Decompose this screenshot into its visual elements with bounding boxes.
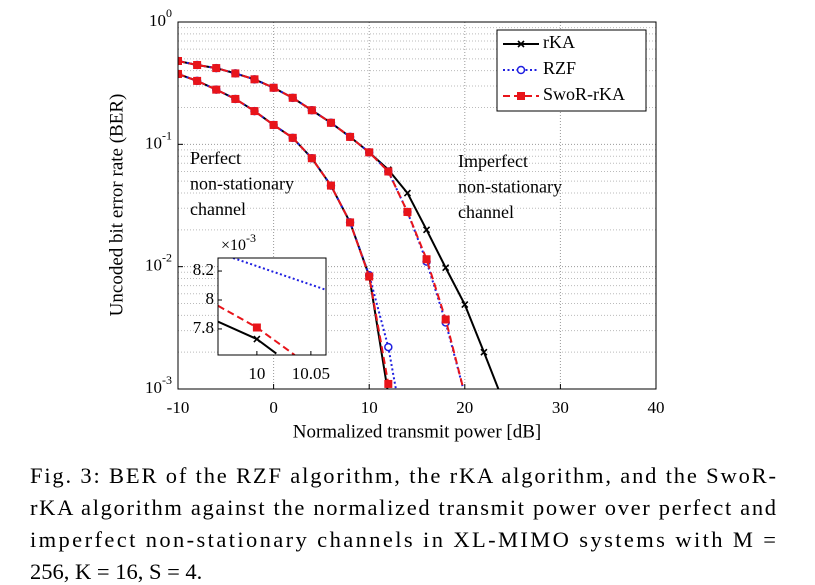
y-tick-exponent: -3 xyxy=(162,373,172,387)
caption-line: 256, K = 16, S = 4. xyxy=(30,559,202,584)
marker xyxy=(403,189,412,197)
y-tick-exponent: 0 xyxy=(166,6,172,20)
marker xyxy=(461,301,469,309)
y-axis-label: Uncoded bit error rate (BER) xyxy=(106,94,127,317)
marker xyxy=(307,106,316,115)
marker xyxy=(442,264,450,272)
marker xyxy=(365,148,374,157)
y-tick-base: 10 xyxy=(145,256,162,275)
legend-label: RZF xyxy=(543,58,576,78)
y-tick-label: 10-3 xyxy=(145,373,172,397)
caption-line: Fig. 3: BER of the RZF algorithm, the rK… xyxy=(30,463,776,488)
marker xyxy=(480,348,488,356)
marker xyxy=(307,154,316,163)
annotation: channel xyxy=(190,199,246,219)
marker xyxy=(422,226,431,234)
inset-line xyxy=(232,258,326,291)
y-tick-label: 10-2 xyxy=(145,250,172,274)
inset-multiplier: ×10-3 xyxy=(221,231,256,254)
marker xyxy=(231,94,240,103)
marker xyxy=(193,76,202,85)
marker xyxy=(384,167,393,176)
marker xyxy=(178,69,182,78)
annotation: non-stationary xyxy=(458,177,562,197)
marker xyxy=(269,120,278,129)
legend-label: SwoR-rKA xyxy=(543,84,625,104)
y-tick-label: 10-1 xyxy=(145,128,172,152)
marker xyxy=(212,64,221,73)
marker xyxy=(250,75,259,84)
annotation: non-stationary xyxy=(190,174,294,194)
x-tick-label: 40 xyxy=(648,398,665,417)
marker xyxy=(231,69,240,78)
y-tick-base: 10 xyxy=(145,378,162,397)
x-axis-label: Normalized transmit power [dB] xyxy=(293,421,542,442)
marker xyxy=(212,85,221,94)
caption-line: imperfect non-stationary channels in XL-… xyxy=(30,527,776,552)
plot-frame xyxy=(177,21,657,390)
marker xyxy=(250,107,259,116)
marker xyxy=(193,61,202,70)
marker xyxy=(253,335,261,343)
y-tick-label: 100 xyxy=(149,6,172,30)
marker xyxy=(384,342,393,352)
legend-label: rKA xyxy=(543,32,575,52)
marker xyxy=(365,272,374,281)
x-tick-label: -10 xyxy=(167,398,190,417)
inset-y-tick-label: 8 xyxy=(206,289,215,308)
annotation: channel xyxy=(458,202,514,222)
marker xyxy=(326,181,335,190)
inset-plot xyxy=(218,258,326,355)
y-tick-exponent: -1 xyxy=(162,128,172,142)
marker xyxy=(403,207,412,216)
marker xyxy=(422,255,431,264)
marker xyxy=(516,65,526,75)
marker xyxy=(517,40,525,48)
y-tick-base: 10 xyxy=(149,11,166,30)
inset-x-tick-label: 10.05 xyxy=(292,364,330,383)
x-tick-label: 10 xyxy=(361,398,378,417)
marker xyxy=(441,315,450,324)
inset-frame xyxy=(217,257,327,356)
series-line xyxy=(178,60,465,389)
marker xyxy=(404,449,411,456)
multiplier-base: ×10 xyxy=(221,237,246,254)
caption: Fig. 3: BER of the RZF algorithm, the rK… xyxy=(30,463,776,584)
caption-line: rKA algorithm against the normalized tra… xyxy=(30,495,776,520)
marker xyxy=(269,83,278,92)
marker xyxy=(346,132,355,141)
marker xyxy=(288,133,297,142)
marker xyxy=(252,323,261,332)
x-tick-label: 30 xyxy=(552,398,569,417)
marker xyxy=(288,93,297,102)
multiplier-exponent: -3 xyxy=(246,231,256,245)
marker xyxy=(178,56,182,65)
inset-y-tick-label: 7.8 xyxy=(193,318,214,337)
inset-x-tick-label: 10 xyxy=(248,364,265,383)
marker xyxy=(500,398,506,404)
x-tick-label: 0 xyxy=(269,398,278,417)
marker xyxy=(346,218,355,227)
marker xyxy=(385,392,391,398)
inset-background xyxy=(218,258,326,355)
y-tick-base: 10 xyxy=(145,133,162,152)
y-tick-exponent: -2 xyxy=(162,250,172,264)
marker xyxy=(517,92,525,100)
plot-area xyxy=(178,56,506,456)
annotation: Perfect xyxy=(190,148,241,168)
marker xyxy=(326,118,335,127)
inset-y-tick-label: 8.2 xyxy=(193,260,214,279)
marker xyxy=(384,379,393,388)
annotation: Imperfect xyxy=(458,151,528,171)
x-tick-label: 20 xyxy=(456,398,473,417)
